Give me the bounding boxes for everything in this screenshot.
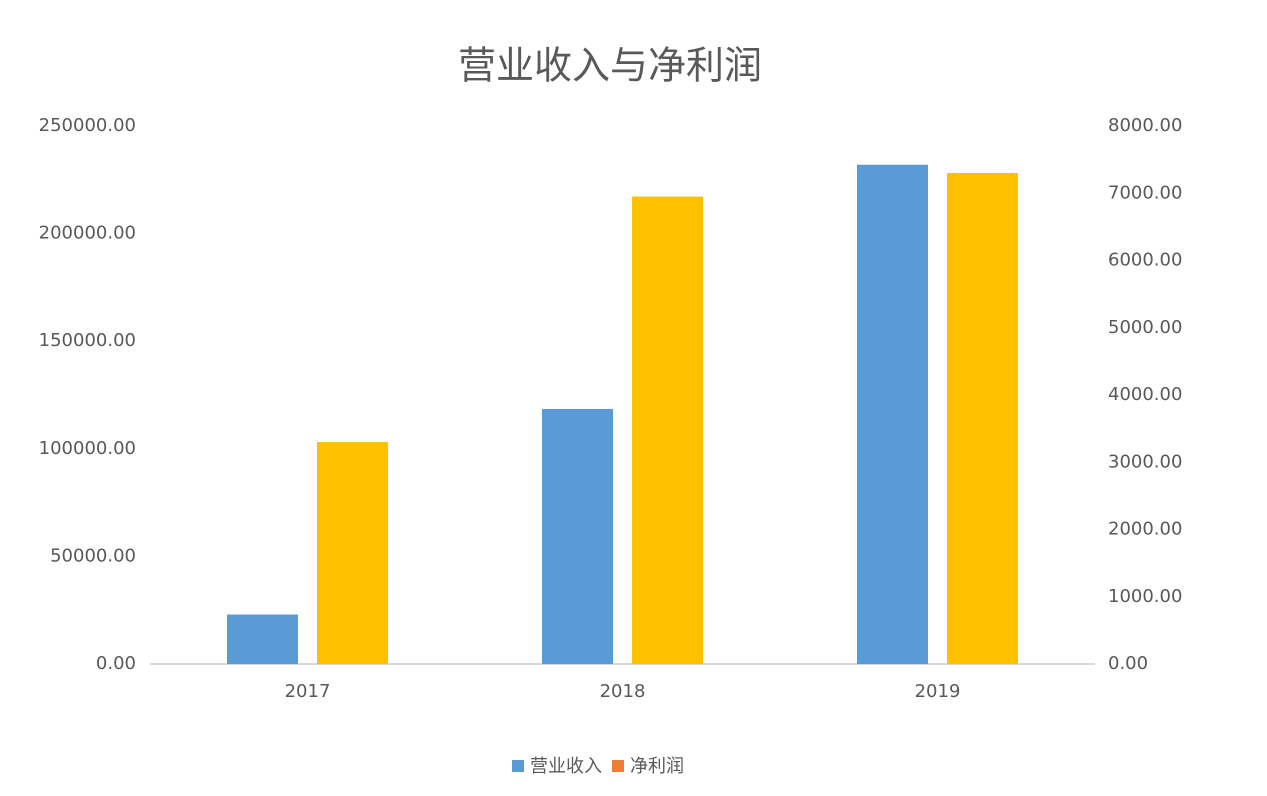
legend-swatch bbox=[612, 760, 624, 772]
legend-label: 营业收入 bbox=[530, 756, 602, 777]
legend-swatch bbox=[512, 760, 524, 772]
bar bbox=[857, 164, 928, 664]
bar bbox=[947, 173, 1018, 664]
y-tick-label: 150000.00 bbox=[39, 330, 136, 351]
y2-tick-label: 2000.00 bbox=[1108, 519, 1182, 540]
y-tick-label: 50000.00 bbox=[50, 545, 136, 566]
bar bbox=[317, 442, 388, 664]
y-tick-label: 0.00 bbox=[96, 653, 136, 674]
y2-tick-label: 4000.00 bbox=[1108, 384, 1182, 405]
y2-tick-label: 6000.00 bbox=[1108, 250, 1182, 271]
y2-tick-label: 1000.00 bbox=[1108, 586, 1182, 607]
bar bbox=[542, 408, 613, 664]
chart-title: 营业收入与净利润 bbox=[458, 44, 762, 88]
y2-tick-label: 3000.00 bbox=[1108, 451, 1182, 472]
y2-tick-label: 5000.00 bbox=[1108, 317, 1182, 338]
bar bbox=[632, 196, 703, 665]
y-tick-label: 200000.00 bbox=[39, 223, 136, 244]
bar bbox=[227, 614, 298, 664]
x-tick-label: 2018 bbox=[600, 681, 646, 702]
y2-tick-label: 7000.00 bbox=[1108, 182, 1182, 203]
y2-tick-label: 8000.00 bbox=[1108, 115, 1182, 136]
y2-tick-label: 0.00 bbox=[1108, 653, 1148, 674]
legend-label: 净利润 bbox=[630, 756, 684, 777]
x-tick-label: 2017 bbox=[285, 681, 331, 702]
y-tick-label: 250000.00 bbox=[39, 115, 136, 136]
y-tick-label: 100000.00 bbox=[39, 438, 136, 459]
x-tick-label: 2019 bbox=[915, 681, 961, 702]
